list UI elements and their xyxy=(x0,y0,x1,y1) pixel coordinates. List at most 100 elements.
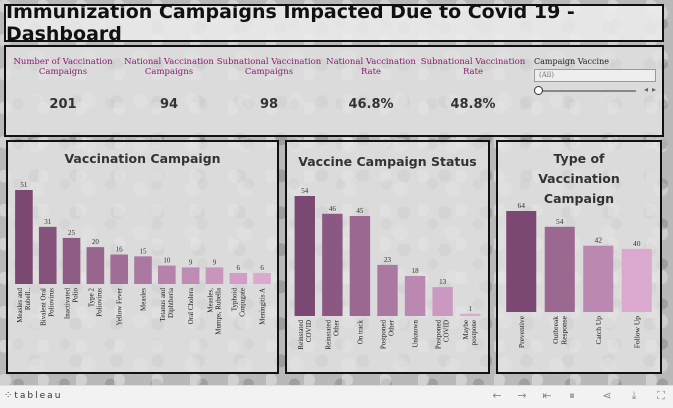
redo-icon[interactable]: → xyxy=(517,389,527,402)
chart-bar xyxy=(583,245,614,312)
data-label: 20 xyxy=(92,238,100,246)
kpi-national-rate: National Vaccination Rate 46.8% xyxy=(316,57,426,112)
fullscreen-icon[interactable]: ⛶ xyxy=(657,389,665,402)
data-label: 15 xyxy=(140,247,148,255)
data-label: 18 xyxy=(412,267,420,275)
category-label: Follow Up xyxy=(632,316,641,349)
category-label: Type 2Poliovirus xyxy=(87,288,103,317)
slider-next-icon[interactable]: ▸ xyxy=(651,85,656,94)
filter-label: Campaign Vaccine xyxy=(534,57,609,66)
dashboard-title: Immunization Campaigns Impacted Due to C… xyxy=(6,1,575,45)
category-label: Measles xyxy=(139,288,147,311)
category-label: Measles andRubell.. xyxy=(16,288,32,323)
data-label: 16 xyxy=(116,246,124,254)
chart-bar xyxy=(432,287,453,316)
chart-bar xyxy=(158,265,176,284)
kpi-value: 46.8% xyxy=(348,97,394,112)
data-label: 40 xyxy=(633,239,641,248)
filter-slider[interactable]: ◂ ▸ xyxy=(534,85,656,96)
chart-bar xyxy=(506,211,537,312)
category-label: PostponedOther xyxy=(380,319,396,349)
kpi-value: 98 xyxy=(259,97,279,112)
category-label: ReinstatedOther xyxy=(324,319,340,349)
kpi-subnational-rate: Subnational Vaccination Rate 48.8% xyxy=(418,57,528,112)
category-label: PostponedCOVID xyxy=(435,320,451,350)
category-label: Bivalent OralPoliovirus xyxy=(40,288,56,326)
revert-icon[interactable]: ⇤ xyxy=(542,389,552,402)
chart-bar xyxy=(253,272,271,284)
kpi-number-of-campaigns: Number of Vaccination Campaigns 201 xyxy=(8,57,118,112)
type-of-campaign-chart: 64 Preventive 54 OutbreakResponse 42 Catch Up… xyxy=(506,201,652,349)
filter-select[interactable]: (All) xyxy=(534,69,656,82)
chart-bar xyxy=(349,216,371,316)
chart-bar xyxy=(134,256,152,284)
data-label: 46 xyxy=(329,205,337,213)
kpi-value: 48.8% xyxy=(450,97,496,112)
chart-bar xyxy=(229,272,248,284)
data-label: 6 xyxy=(260,264,264,272)
chart-bar xyxy=(322,213,343,316)
data-label: 54 xyxy=(556,217,564,226)
download-icon[interactable]: ⤓ xyxy=(631,389,637,402)
category-label: Measles,Mumps, Rubella xyxy=(206,287,222,335)
category-label: ReinstatedCOVID xyxy=(297,320,313,350)
tableau-logo-icon: ⁘ xyxy=(4,390,13,401)
slider-handle[interactable] xyxy=(534,86,543,95)
category-label: Oral Cholera xyxy=(187,287,195,324)
chart-title: Vaccine Campaign Status xyxy=(298,154,477,169)
slider-prev-icon[interactable]: ◂ xyxy=(643,85,648,94)
category-label: OutbreakResponse xyxy=(551,315,569,344)
chart-bar xyxy=(15,190,33,284)
data-label: 45 xyxy=(356,207,364,215)
data-label: 9 xyxy=(213,258,217,266)
tableau-logo[interactable]: ⁘ tableau xyxy=(4,390,62,401)
chart-bar xyxy=(205,267,224,284)
data-label: 64 xyxy=(518,201,526,210)
data-label: 51 xyxy=(20,181,28,189)
data-label: 1 xyxy=(468,305,472,313)
chart-bar xyxy=(181,267,200,284)
chart-bar xyxy=(38,226,57,284)
data-label: 10 xyxy=(163,257,171,265)
kpi-label: National Vaccination Rate xyxy=(326,57,416,77)
chart-bar xyxy=(294,196,315,316)
data-label: 54 xyxy=(301,187,309,195)
data-label: 42 xyxy=(595,236,603,245)
pause-icon[interactable]: ⏸ xyxy=(569,389,575,402)
tableau-toolbar: ⁘ tableau ← → ⇤ ⏸ ⋖ ⤓ ⛶ xyxy=(0,385,673,408)
undo-icon[interactable]: ← xyxy=(492,389,502,402)
slider-track xyxy=(538,90,636,92)
kpi-label: National Vaccination Campaigns xyxy=(124,57,214,77)
category-label: Tetanus andDiphtheria xyxy=(159,287,175,321)
type-of-campaign-panel: Type of Vaccination Campaign 64 Preventiv… xyxy=(496,140,662,374)
data-label: 25 xyxy=(68,229,76,237)
chart-bar xyxy=(544,226,575,312)
category-label: InactivatedPolio xyxy=(64,288,80,320)
data-label: 9 xyxy=(189,258,193,266)
category-label: TyphoidConjugate xyxy=(230,288,246,317)
data-label: 23 xyxy=(384,256,392,264)
category-label: Catch Up xyxy=(594,316,603,345)
kpi-label: Subnational Vaccination Campaigns xyxy=(216,57,322,77)
dashboard-title-bar: Immunization Campaigns Impacted Due to C… xyxy=(4,1,664,45)
category-label: Meningitis A xyxy=(258,288,266,325)
kpi-value: 201 xyxy=(49,97,77,112)
kpi-label: Subnational Vaccination Rate xyxy=(420,57,526,77)
data-label: 13 xyxy=(439,278,447,286)
kpi-subnational-campaigns: Subnational Vaccination Campaigns 98 xyxy=(214,57,324,112)
chart-bar xyxy=(621,248,652,312)
share-icon[interactable]: ⋖ xyxy=(602,389,612,402)
vaccine-campaign-status-panel: Vaccine Campaign Status 54 ReinstatedCOVI… xyxy=(285,140,490,374)
tableau-logo-text: tableau xyxy=(14,391,63,401)
chart-bar xyxy=(377,264,398,316)
category-label: Yellow Fever xyxy=(116,287,124,325)
category-label: Preventive xyxy=(517,315,526,348)
chart-title: Vaccination Campaign xyxy=(64,151,221,166)
vaccination-campaign-chart: 51 Measles andRubell.. 31 Bivalent OralPoli… xyxy=(15,181,271,335)
data-label: 31 xyxy=(44,218,52,226)
chart-bar xyxy=(86,247,105,284)
chart-bar xyxy=(110,254,128,284)
kpi-label: Number of Vaccination Campaigns xyxy=(13,57,113,77)
category-label: Unknown xyxy=(411,320,419,348)
kpi-value: 94 xyxy=(159,97,179,112)
